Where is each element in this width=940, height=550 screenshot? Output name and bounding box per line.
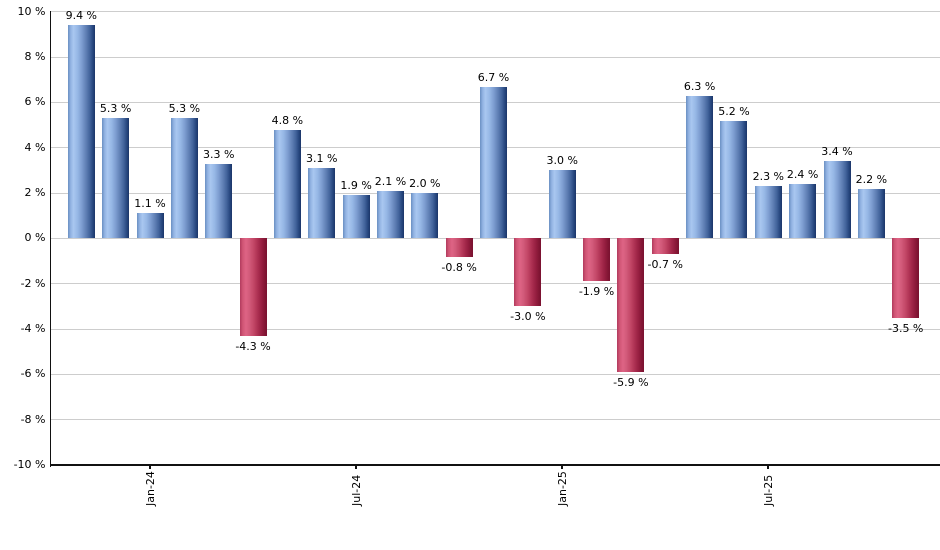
y-axis-tick-label: -8 % bbox=[20, 412, 46, 426]
grid-line bbox=[49, 11, 940, 13]
bar-positive bbox=[376, 190, 404, 239]
bar-positive bbox=[754, 186, 782, 239]
bar-value-label: 5.3 % bbox=[168, 102, 201, 116]
y-axis-tick-label: 2 % bbox=[24, 186, 46, 200]
bar-negative bbox=[239, 238, 267, 336]
grid-line bbox=[49, 373, 940, 375]
bar-value-label: 1.9 % bbox=[340, 179, 372, 193]
bar-value-label: -3.5 % bbox=[887, 321, 924, 335]
bar-value-label: 5.2 % bbox=[718, 104, 750, 118]
bar-positive bbox=[67, 25, 95, 239]
grid-line bbox=[49, 56, 940, 58]
y-axis-tick-label: 10 % bbox=[17, 4, 46, 18]
bar-positive bbox=[170, 118, 198, 239]
x-axis-tick-label: Jul-25 bbox=[761, 474, 775, 506]
bar-value-label: 2.4 % bbox=[786, 168, 819, 182]
bar-negative bbox=[892, 238, 920, 318]
bar-value-label: -1.9 % bbox=[578, 285, 615, 299]
bar-value-label: 9.4 % bbox=[65, 9, 98, 23]
y-axis-tick-label: -4 % bbox=[20, 322, 46, 336]
bar-negative bbox=[583, 238, 611, 282]
grid-line bbox=[49, 283, 940, 285]
bar-positive bbox=[273, 129, 301, 239]
bar-negative bbox=[617, 238, 645, 373]
bar-positive bbox=[205, 163, 233, 239]
bar-positive bbox=[136, 213, 164, 239]
y-axis-tick-label: 8 % bbox=[24, 50, 46, 64]
bar-value-label: 2.0 % bbox=[409, 177, 441, 191]
bar-value-label: 4.8 % bbox=[271, 113, 304, 127]
y-axis-tick-label: -10 % bbox=[13, 458, 46, 471]
x-axis-tick bbox=[561, 465, 564, 469]
bar-value-label: 1.1 % bbox=[134, 197, 166, 211]
bar-value-label: 3.1 % bbox=[306, 152, 338, 166]
bar-positive bbox=[823, 161, 851, 239]
y-axis-tick-label: 4 % bbox=[24, 140, 46, 154]
grid-line bbox=[49, 237, 940, 239]
y-axis-tick-label: 0 % bbox=[24, 231, 46, 245]
bar-value-label: 3.0 % bbox=[546, 154, 578, 168]
y-axis-tick-label: -2 % bbox=[20, 276, 46, 290]
bar-positive bbox=[686, 95, 714, 239]
y-axis-line bbox=[49, 11, 51, 467]
bar-positive bbox=[308, 168, 336, 239]
x-axis-tick-label: Jul-24 bbox=[349, 474, 363, 506]
bar-value-label: 2.2 % bbox=[855, 172, 888, 186]
bar-value-label: 2.3 % bbox=[752, 170, 785, 184]
x-axis-tick-label: Jan-25 bbox=[555, 471, 569, 506]
bar-value-label: 6.7 % bbox=[477, 70, 510, 84]
bar-value-label: -5.9 % bbox=[613, 376, 649, 390]
bar-negative bbox=[514, 238, 542, 307]
bar-positive bbox=[480, 86, 507, 239]
bar-positive bbox=[102, 118, 130, 239]
bar-negative bbox=[651, 238, 679, 255]
bar-value-label: 3.4 % bbox=[821, 145, 853, 159]
bar-positive bbox=[720, 120, 748, 239]
bar-positive bbox=[789, 184, 817, 239]
x-axis-tick bbox=[767, 465, 770, 469]
grid-line bbox=[49, 419, 940, 421]
y-axis-tick-label: -6 % bbox=[20, 367, 46, 381]
grid-line bbox=[49, 328, 940, 330]
bar-positive bbox=[342, 195, 370, 239]
bar-value-label: 5.3 % bbox=[99, 102, 132, 116]
x-axis-tick-label: Jan-24 bbox=[143, 471, 157, 506]
x-axis-line bbox=[49, 464, 940, 466]
x-axis-tick bbox=[355, 465, 358, 469]
bar-value-label: 6.3 % bbox=[683, 79, 716, 93]
bar-positive bbox=[411, 193, 439, 239]
bar-value-label: -4.3 % bbox=[235, 339, 271, 353]
bar-positive bbox=[548, 170, 576, 239]
bar-value-label: -0.7 % bbox=[647, 258, 683, 272]
bar-value-label: -3.0 % bbox=[510, 310, 546, 324]
bar-negative bbox=[445, 238, 473, 257]
bar-value-label: 3.3 % bbox=[202, 147, 235, 161]
y-axis-tick-label: 6 % bbox=[24, 95, 46, 109]
bar-value-label: 2.1 % bbox=[374, 174, 407, 188]
bar-value-label: -0.8 % bbox=[441, 260, 477, 274]
bar-positive bbox=[857, 188, 885, 239]
x-axis-tick bbox=[149, 465, 151, 469]
